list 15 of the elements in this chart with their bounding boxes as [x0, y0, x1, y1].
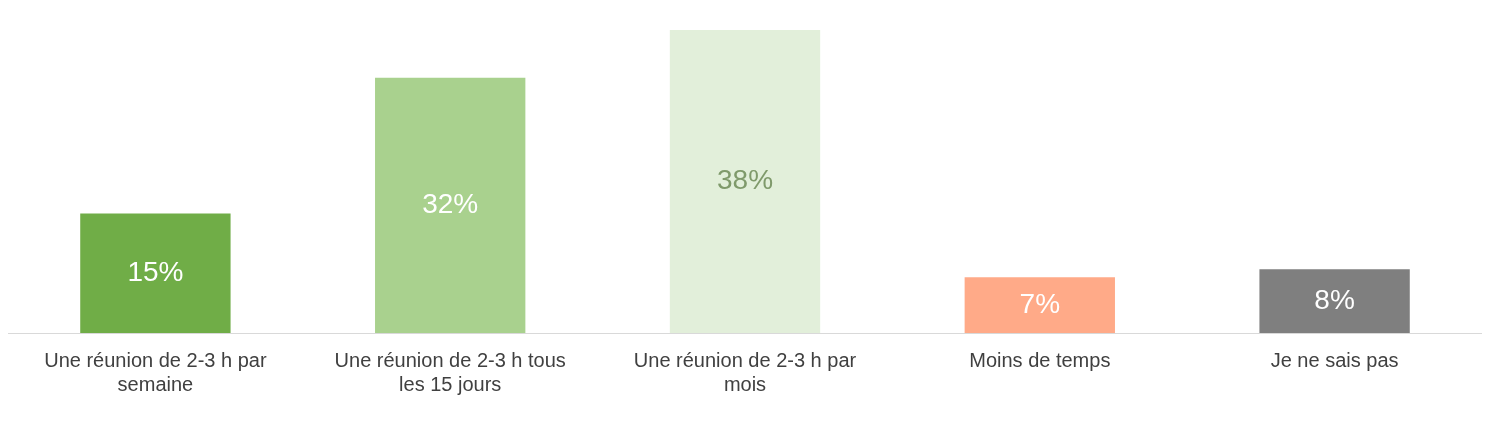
x-tick-label: Moins de temps: [969, 348, 1111, 371]
data-label: 8%: [1314, 283, 1355, 315]
bar: [669, 29, 821, 333]
bar: [375, 77, 526, 333]
x-tick-label: Une réunion de 2-3 h par semaine: [44, 348, 267, 395]
data-label: 15%: [127, 255, 184, 287]
data-label: 32%: [422, 188, 479, 220]
x-tick-label: Je ne sais pas: [1270, 348, 1399, 371]
x-tick-label: Une réunion de 2-3 h par mois: [633, 348, 857, 395]
data-label: 7%: [1019, 287, 1061, 319]
bar: [1259, 269, 1410, 333]
bar: [964, 277, 1115, 333]
data-label: 38%: [716, 164, 774, 196]
bar: [80, 213, 231, 333]
x-tick-label: Une réunion de 2-3 h tous les 15 jours: [334, 348, 566, 395]
